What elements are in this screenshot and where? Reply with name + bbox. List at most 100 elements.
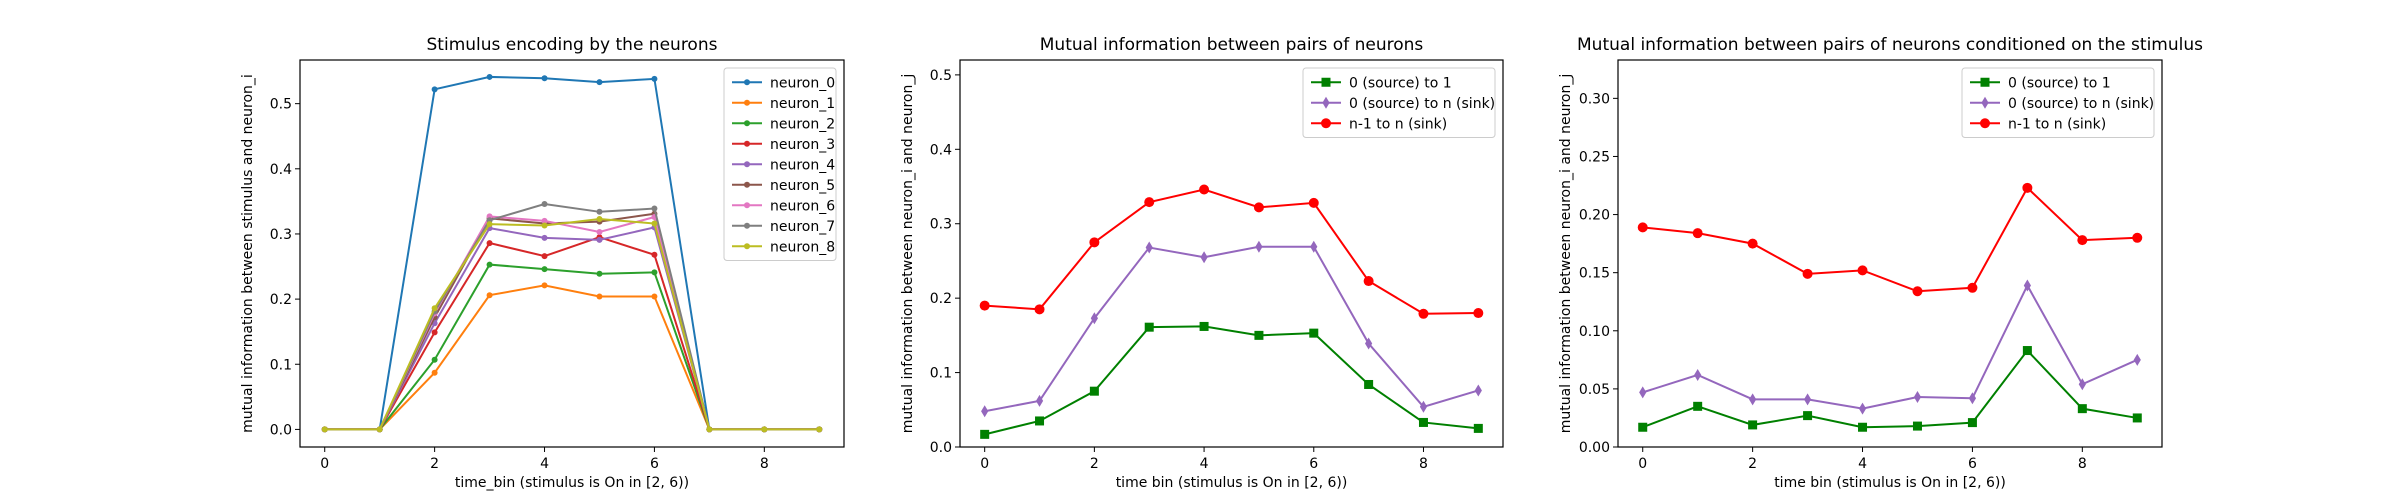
data-point [2133,353,2141,366]
legend: 0 (source) to 1 0 (source) to n (sink) n-1… [1302,67,1496,138]
data-point [651,205,658,212]
legend-item: 0 (source) to n (sink) [1970,96,2154,112]
data-point [1419,400,1428,413]
data-point [1199,184,1210,195]
legend-marker [744,161,750,168]
plot-frame [1617,59,2163,448]
data-point [596,208,603,215]
x-tick-label: 4 [1858,456,1867,472]
x-tick-label: 8 [2078,456,2087,472]
chart-title: Stimulus encoding by the neurons [427,35,718,55]
data-point [1364,379,1374,389]
legend: neuron_0 neuron_1 neuron_2 neuron_3 neuron_4… [723,67,837,261]
y-tick-label: 0.25 [1579,149,1610,165]
data-point [651,75,658,82]
data-point [1089,386,1099,396]
y-tick-label: 0.4 [270,162,292,178]
y-tick-label: 0.20 [1579,208,1610,224]
data-point [1144,322,1154,332]
data-point [1473,308,1484,319]
data-point [1199,321,1209,331]
legend-item: neuron_5 [732,178,835,194]
data-point [1912,286,1923,297]
legend-marker [744,99,750,106]
legend-item: neuron_8 [732,239,835,255]
legend-label: neuron_5 [770,178,835,194]
x-tick-label: 2 [430,456,439,472]
data-point [2078,378,2086,391]
data-point [1637,222,1648,233]
legend-label: n-1 to n (sink) [1349,116,1447,132]
data-point [1310,240,1318,253]
x-axis-label: time bin (stimulus is On in [2, 6)) [1116,475,1348,491]
data-point [1365,337,1373,350]
x-tick-label: 0 [320,456,329,472]
x-tick-label: 0 [1638,456,1647,472]
data-point [1692,228,1703,239]
legend-label: neuron_0 [770,75,835,91]
data-point [486,240,493,247]
x-tick-label: 4 [540,456,549,472]
x-axis-label: time_bin (stimulus is On in [2, 6)) [455,475,689,491]
y-tick-label: 0.5 [930,68,952,84]
data-point [2132,413,2142,423]
series-1 [321,282,823,433]
x-tick-label: 8 [760,456,769,472]
data-point [651,251,658,258]
data-point [1474,384,1482,397]
data-point [816,426,823,433]
legend-label: neuron_3 [770,137,835,153]
y-tick-label: 0.05 [1579,382,1610,398]
y-tick-label: 0.2 [270,292,292,308]
series-line [984,188,1479,315]
legend-marker [1322,96,1330,109]
data-point [2132,232,2143,243]
legend-label: neuron_2 [770,116,835,132]
data-point [1254,330,1264,340]
data-point [541,222,548,229]
legend-label: neuron_1 [770,96,835,112]
legend-item: 0 (source) to 1 [1311,75,1452,91]
series-1 [981,240,1482,418]
legend-item: neuron_7 [732,219,835,235]
data-point [981,405,989,418]
chart-1: Stimulus encoding by the neurons 0 2 4 6 8 0.0… [240,35,845,491]
data-point [2077,404,2087,414]
data-point [1473,423,1483,433]
y-tick-label: 0.1 [270,357,292,373]
legend-label: 0 (source) to 1 [2008,75,2111,91]
legend-item: neuron_4 [732,157,835,173]
data-point [979,300,990,311]
legend-marker [744,120,750,127]
legend-item: neuron_3 [732,137,835,153]
y-tick-label: 0.1 [930,366,952,382]
data-point [541,282,548,289]
legend-label: neuron_6 [770,198,835,214]
series-line [1642,186,2138,293]
series-1 [1639,279,2141,415]
legend-item: neuron_2 [732,116,835,132]
data-point [596,236,603,243]
legend-label: neuron_7 [770,219,835,235]
legend-item: n-1 to n (sink) [1311,116,1447,132]
legend-item: 0 (source) to 1 [1970,75,2111,91]
data-point [541,234,548,241]
series-8 [321,215,823,433]
data-point [1639,386,1647,399]
y-tick-label: 0.0 [930,440,952,456]
series-3 [321,234,823,433]
series-line [984,245,1479,413]
legend-marker [1321,118,1331,129]
chart-3: Mutual information between pairs of neur… [1558,35,2203,491]
legend: 0 (source) to 1 0 (source) to n (sink) n-1… [1961,67,2155,138]
data-point [431,369,438,376]
y-tick-label: 0.3 [930,217,952,233]
data-point [596,79,603,86]
data-point [1693,401,1703,411]
legend-label: neuron_8 [770,239,835,255]
data-point [486,221,493,228]
legend-marker [1980,118,1990,129]
data-point [1967,418,1977,428]
data-point [2023,279,2031,292]
